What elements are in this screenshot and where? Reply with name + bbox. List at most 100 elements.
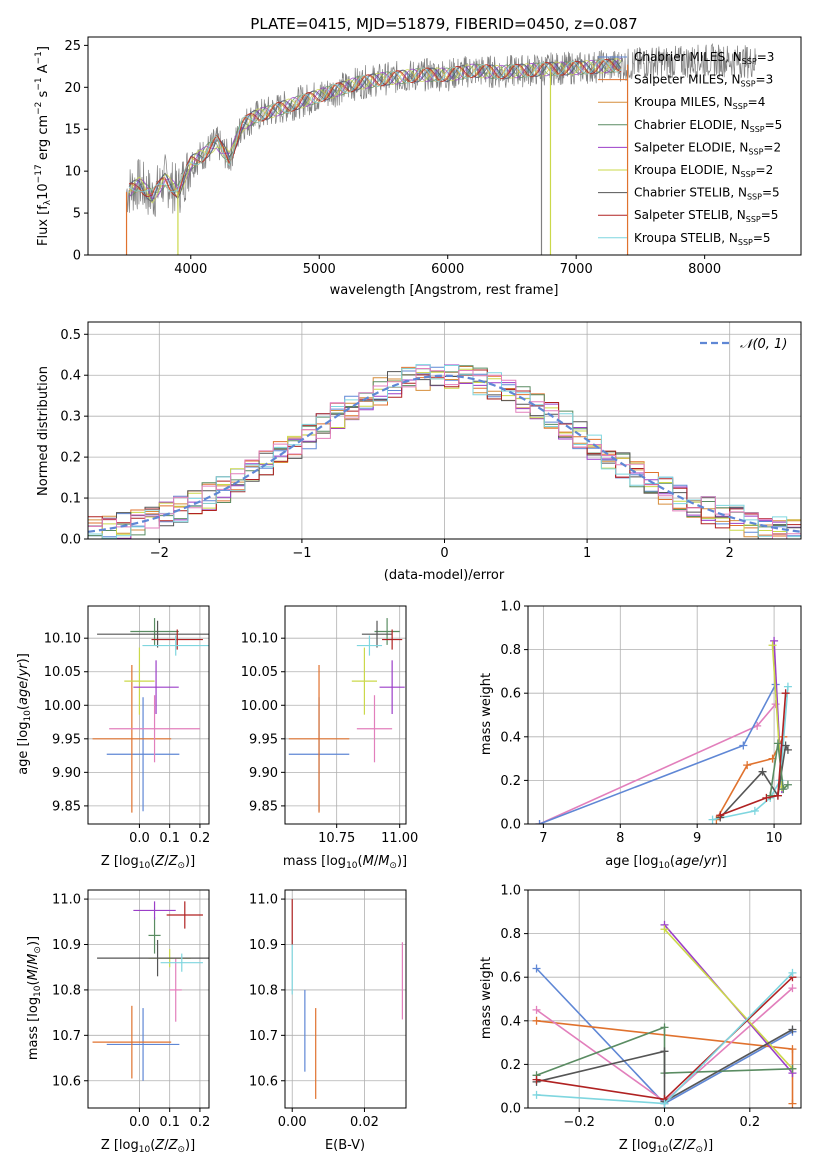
x-tick-label: 0.0: [654, 1115, 675, 1130]
mass-z-ylabel: mass [log10(M/M⊙)]: [26, 936, 43, 1060]
weight-point-marker: [750, 806, 759, 815]
weight-point-marker: [781, 741, 790, 750]
mass-z-plot: 0.0 0.1 0.2 10.6 10.7 10.8 10.9 11.0: [52, 889, 211, 1130]
mass-ebv-plot: 0.00 0.02 10.6 10.7 10.8 10.9 11.0: [249, 889, 407, 1130]
axes-frame: [284, 889, 407, 1109]
weight-age-xlabel: age [log10(age/yr)]: [605, 854, 727, 871]
x-tick-label: 0.0: [129, 831, 150, 846]
y-tick-label: 0.0: [500, 1102, 521, 1117]
y-tick-label: 5: [73, 207, 81, 222]
y-tick-label: 1.0: [500, 600, 521, 615]
weight-point-marker: [660, 1047, 669, 1056]
model-spectrum-line: [128, 58, 622, 202]
weight-point-marker: [788, 1064, 797, 1073]
x-tick-label: 0.2: [739, 1115, 760, 1130]
mass-ebv-xlabel: E(B-V): [325, 1138, 365, 1153]
x-tick-label: 6000: [431, 262, 464, 277]
legend-label: Salpeter STELIB, NSSP=5: [634, 208, 778, 224]
x-tick-label: 2: [726, 546, 734, 561]
y-tick-label: 0.8: [500, 927, 521, 942]
observed-spectrum-line: [126, 42, 757, 217]
y-tick-label: 9.95: [249, 732, 278, 747]
y-tick-label: 11.0: [52, 893, 81, 908]
x-tick-label: 0.1: [159, 1115, 180, 1130]
x-tick-label: 0.0: [129, 1115, 150, 1130]
weight-point-marker: [788, 1099, 797, 1108]
spectrum-xlabel: wavelength [Angstrom, rest frame]: [330, 283, 559, 298]
y-tick-label: 10.00: [44, 699, 81, 714]
residuals-plot: −2 −1 0 1 2 0.0 0.1 0.2 0.3 0.4 0.5 𝒩(0, 1) (data-m…: [36, 321, 802, 583]
y-tick-label: 9.90: [52, 766, 81, 781]
y-tick-label: 10.8: [52, 983, 81, 998]
y-tick-label: 1.0: [500, 884, 521, 899]
y-tick-label: 9.85: [249, 799, 278, 814]
y-tick-label: 0.8: [500, 643, 521, 658]
weight-point-marker: [770, 636, 779, 645]
x-tick-label: 7: [539, 831, 547, 846]
weight-point-marker: [788, 968, 797, 977]
spectrum-marks: 4000 5000 6000 7000 8000 0 5 10 15 20 25: [64, 36, 802, 277]
weight-series-line: [539, 684, 777, 824]
weight-series-line: [539, 703, 777, 824]
legend-label: Chabrier STELIB, NSSP=5: [634, 186, 780, 202]
weight-point-marker: [783, 745, 792, 754]
y-tick-label: 0.6: [500, 687, 521, 702]
weight-point-marker: [708, 815, 717, 824]
x-tick-label: 11.00: [381, 831, 418, 846]
weight-point-marker: [783, 780, 792, 789]
weight_vs_Z-marks: [532, 920, 797, 1108]
y-tick-label: 0: [73, 249, 81, 264]
age_vs_Z-marks: [92, 618, 209, 813]
residuals-ylabel: Normed distribution: [36, 366, 51, 496]
y-tick-label: 10.9: [52, 938, 81, 953]
mass_vs_Z-marks: [92, 901, 209, 1081]
mass_vs_EBV-grid: [285, 890, 406, 1108]
y-tick-label: 20: [64, 81, 81, 96]
x-tick-label: 9: [693, 831, 701, 846]
y-tick-label: 10.8: [249, 983, 278, 998]
x-tick-label: 5000: [303, 262, 336, 277]
weight-point-marker: [758, 767, 767, 776]
spectrum-legend: Chabrier MILES, NSSP=3 Salpeter MILES, NS…: [598, 50, 782, 247]
weight-point-marker: [743, 761, 752, 770]
weight-point-marker: [788, 1045, 797, 1054]
y-tick-label: 15: [64, 123, 81, 138]
x-tick-label: 1: [583, 546, 591, 561]
y-tick-label: 0.2: [500, 774, 521, 789]
x-tick-label: 10: [766, 831, 783, 846]
weight-point-marker: [768, 641, 777, 650]
spectrum-marks: [125, 42, 757, 255]
x-tick-label: 0.1: [159, 831, 180, 846]
residuals-xlabel: (data-model)/error: [384, 568, 505, 583]
y-tick-label: 0.4: [500, 730, 521, 745]
weight-point-marker: [532, 1090, 541, 1099]
axes-frame: [527, 605, 802, 825]
y-tick-label: 10: [64, 165, 81, 180]
weight-series-line: [719, 742, 789, 819]
x-tick-label: 0.2: [190, 1115, 211, 1130]
y-tick-label: 10.10: [44, 632, 81, 647]
weight-point-marker: [532, 1005, 541, 1014]
weight-point-marker: [532, 1075, 541, 1084]
y-tick-label: 0.2: [60, 451, 81, 466]
x-tick-label: 0.2: [190, 831, 211, 846]
axes-frame: [87, 36, 802, 256]
age_vs_mass-grid: [285, 606, 406, 824]
y-tick-label: 9.90: [249, 766, 278, 781]
y-tick-label: 0.0: [500, 818, 521, 833]
y-tick-label: 0.1: [60, 492, 81, 507]
weight-point-marker: [788, 1025, 797, 1034]
y-tick-label: 0.2: [500, 1058, 521, 1073]
weight-point-marker: [788, 984, 797, 993]
axes-frame: [87, 321, 802, 540]
weight-point-marker: [535, 820, 544, 824]
weight-series-line: [720, 693, 787, 817]
age-mass-xlabel: mass [log10(M/M⊙)]: [283, 854, 407, 871]
y-tick-label: 10.00: [241, 699, 278, 714]
legend-label: Chabrier MILES, NSSP=3: [634, 50, 774, 66]
y-tick-label: 10.6: [249, 1074, 278, 1089]
weight-series-line: [663, 928, 794, 1070]
x-tick-label: 4000: [174, 262, 207, 277]
y-tick-label: 0.6: [500, 971, 521, 986]
